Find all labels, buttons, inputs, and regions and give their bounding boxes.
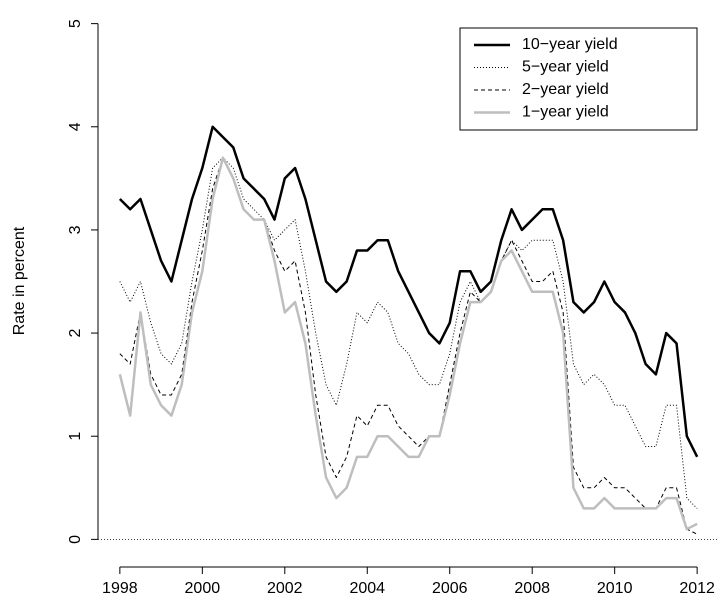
y-tick-label: 3	[67, 225, 84, 234]
x-tick-label: 2008	[514, 580, 550, 597]
x-tick-label: 2006	[432, 580, 468, 597]
series-line	[118, 156, 698, 531]
legend-label: 5−year yield	[522, 59, 609, 76]
y-tick-label: 2	[67, 329, 84, 338]
x-tick-label: 2004	[349, 580, 385, 597]
y-axis-label: Rate in percent	[11, 226, 28, 335]
y-tick-label: 4	[67, 122, 84, 131]
y-tick-label: 5	[67, 19, 84, 28]
x-tick-label: 2012	[679, 580, 715, 597]
series-line	[119, 157, 698, 535]
y-tick-label: 1	[67, 432, 84, 441]
series-line	[119, 157, 698, 509]
legend-label: 2−year yield	[522, 81, 609, 98]
legend-label: 10−year yield	[522, 36, 618, 53]
x-tick-label: 2000	[185, 580, 221, 597]
x-tick-label: 2002	[267, 580, 303, 597]
y-tick-label: 0	[67, 535, 84, 544]
series-line	[118, 125, 699, 458]
legend-label: 1−year yield	[522, 104, 609, 121]
x-tick-label: 1998	[102, 580, 138, 597]
x-tick-label: 2010	[597, 580, 633, 597]
